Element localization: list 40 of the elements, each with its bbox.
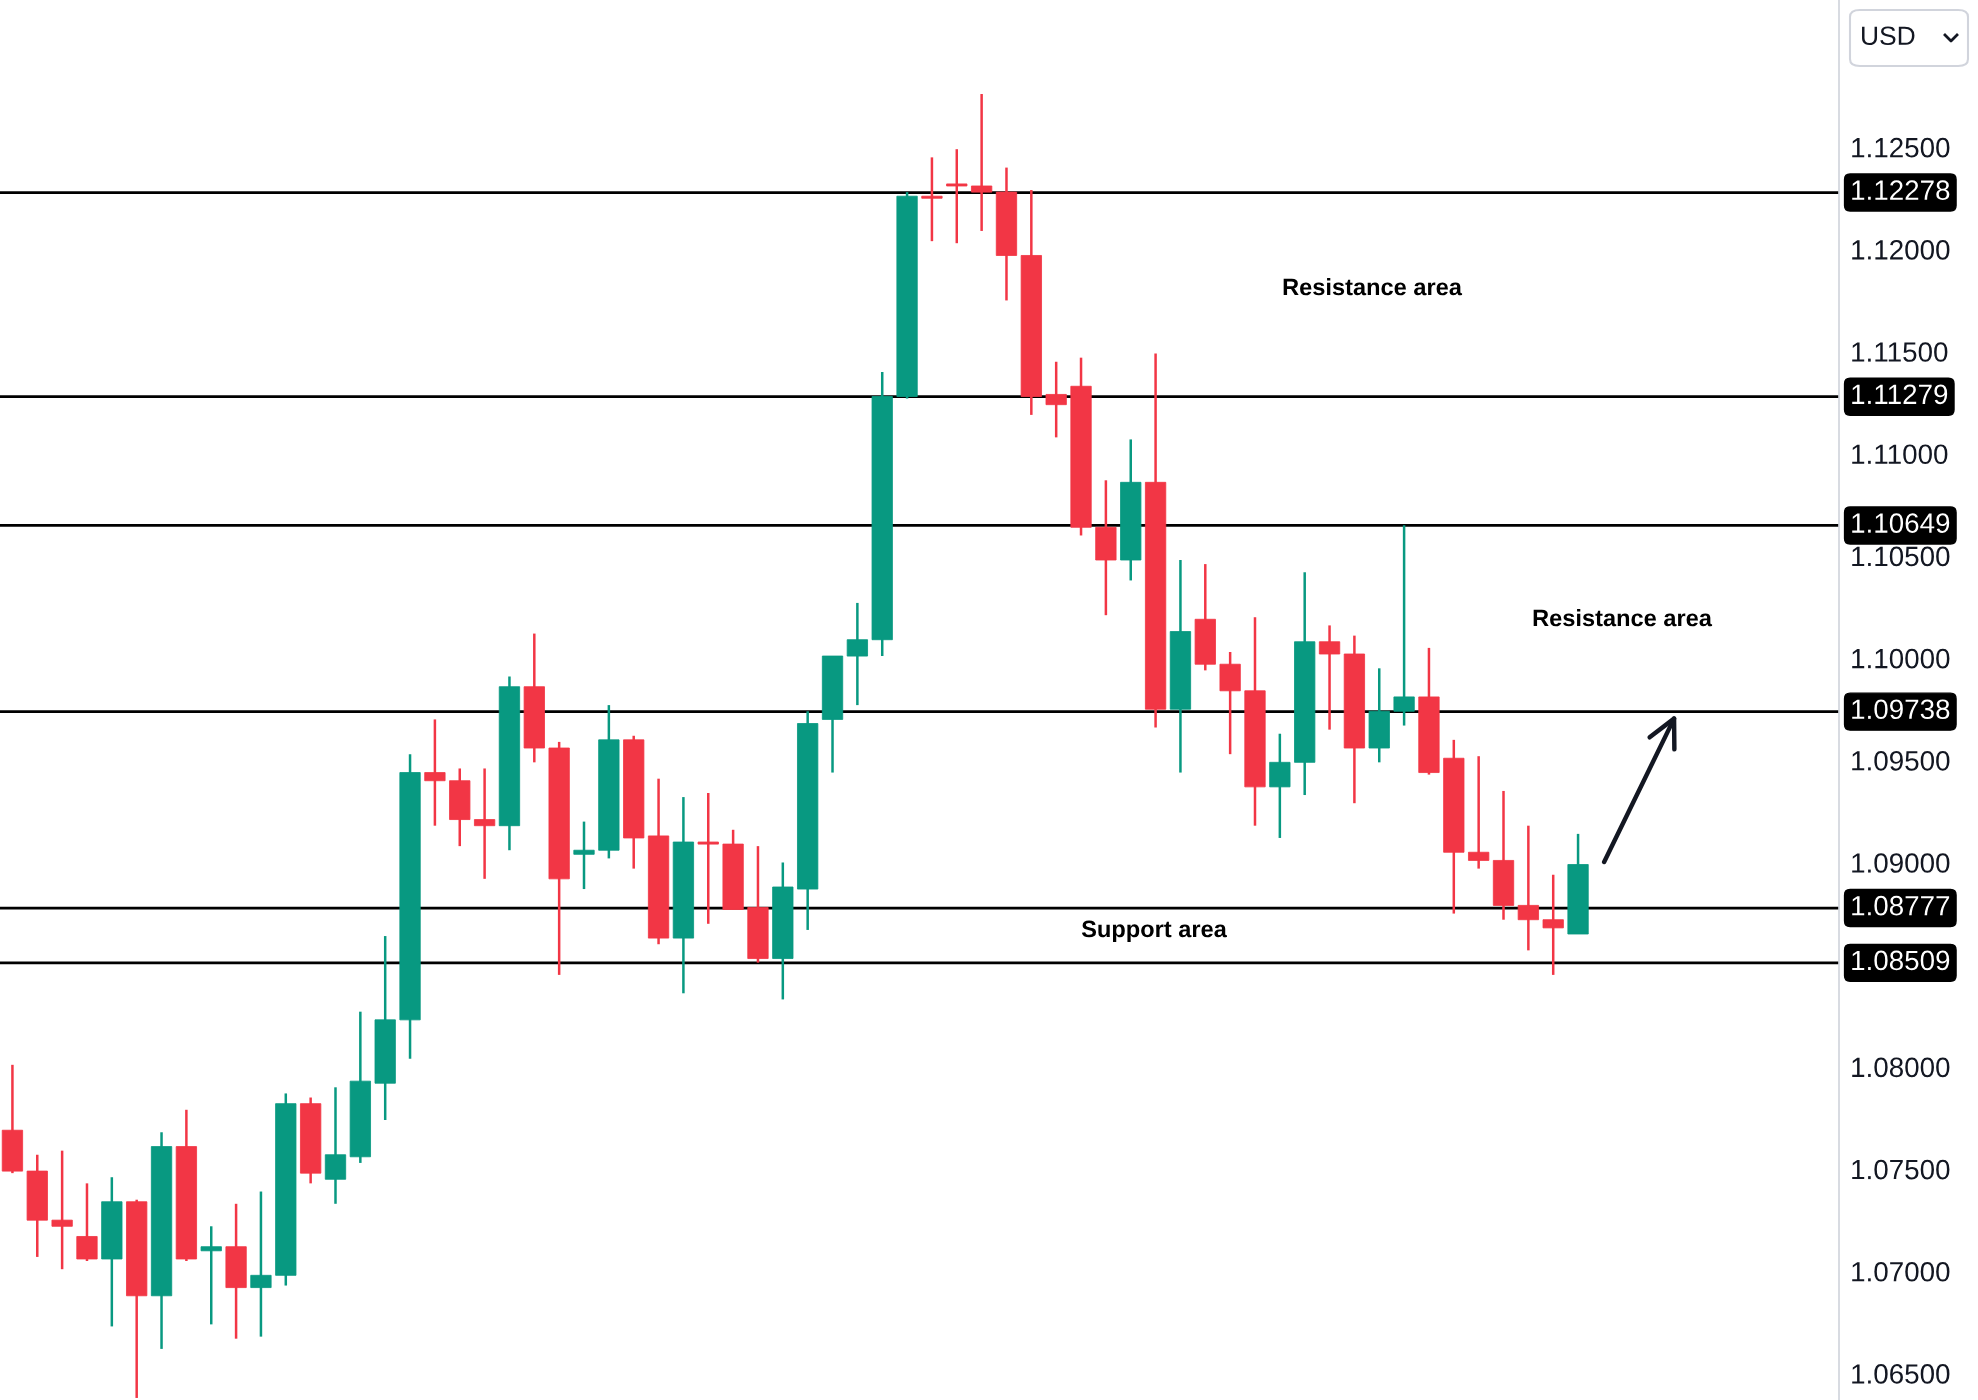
candlestick [846, 601, 868, 707]
y-tick-label: 1.11000 [1852, 444, 1948, 465]
candlestick [250, 1190, 272, 1338]
y-tick-label: 1.12500 [1852, 137, 1950, 158]
y-tick-label: 1.07500 [1852, 1159, 1950, 1180]
candlestick [971, 92, 993, 233]
y-tick-label: 1.08000 [1852, 1057, 1950, 1078]
candlestick [51, 1149, 73, 1271]
y-tick-label: 1.10000 [1852, 648, 1950, 669]
annotation: Resistance area [1533, 608, 1713, 627]
ref-line-label: 1.12278 [1852, 180, 1950, 200]
ref-line-label: 1.08509 [1852, 950, 1950, 971]
candlestick [1318, 624, 1341, 731]
candlestick [1393, 524, 1415, 727]
annotation: Support area [1081, 920, 1227, 943]
ref-line-label: 1.08777 [1852, 895, 1950, 916]
ref-line-label: 1.11279 [1852, 384, 1948, 405]
y-tick-label: 1.10500 [1852, 546, 1950, 567]
y-tick-label: 1.12000 [1852, 240, 1950, 260]
candlestick [1517, 824, 1539, 952]
y-tick-label: 1.11500 [1852, 342, 1948, 362]
candlestick [473, 767, 496, 881]
candlestick [697, 791, 719, 926]
candlestick [200, 1225, 222, 1326]
candlestick [1045, 360, 1067, 439]
y-tick-label: 1.07000 [1852, 1261, 1950, 1282]
candlestick [424, 718, 446, 827]
candlestick [946, 147, 968, 245]
ref-line-label: 1.09738 [1852, 699, 1950, 720]
annotation: Resistance area [1283, 278, 1463, 296]
y-axis-title: USD [1862, 26, 1915, 46]
candlestick [1468, 754, 1490, 870]
y-tick-label: 1.09000 [1852, 853, 1950, 873]
candlestick [573, 820, 595, 891]
candlestick [1542, 873, 1564, 977]
y-tick-label: 1.09500 [1852, 750, 1950, 771]
candlestick [76, 1182, 98, 1263]
ref-line-label: 1.10649 [1852, 513, 1950, 533]
y-tick-label: 1.06500 [1852, 1364, 1950, 1384]
candlestick [921, 156, 943, 243]
